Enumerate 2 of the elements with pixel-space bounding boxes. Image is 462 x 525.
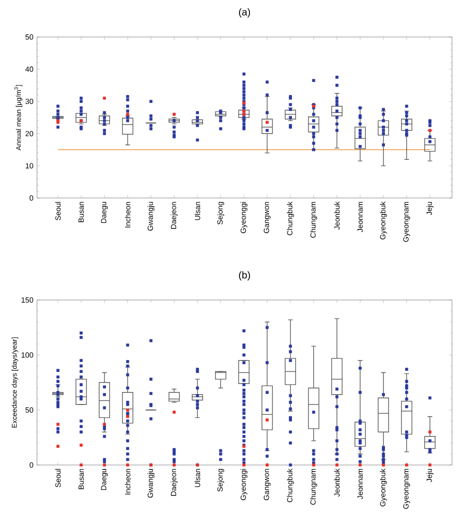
chart-title: (a) <box>239 8 250 18</box>
chart-title: (b) <box>239 271 250 280</box>
